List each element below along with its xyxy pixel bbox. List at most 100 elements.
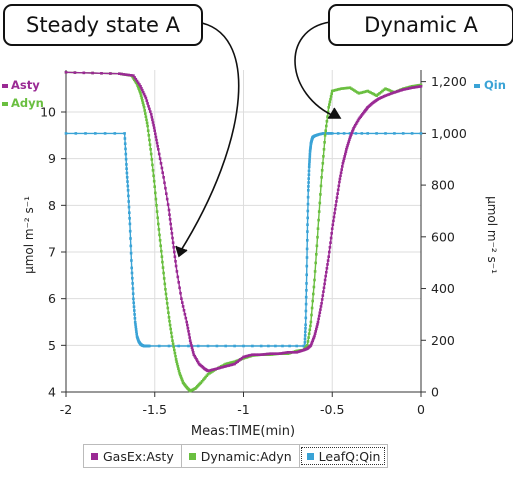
- data-point-qin: [125, 171, 129, 175]
- data-point-qin: [126, 184, 130, 188]
- data-point-asty: [64, 71, 68, 74]
- data-point-asty: [168, 218, 172, 221]
- legend-item-adyn[interactable]: Dynamic:Adyn: [180, 445, 299, 467]
- data-point-qin: [303, 337, 307, 341]
- data-point-asty: [171, 241, 175, 244]
- data-point-asty: [163, 181, 166, 185]
- data-point-asty: [178, 286, 181, 290]
- data-point-adyn: [164, 292, 168, 296]
- legend-bar: GasEx:Asty Dynamic:Adyn LeafQ:Qin: [83, 444, 389, 468]
- data-point-asty: [332, 219, 335, 223]
- data-point-adyn: [387, 88, 390, 92]
- data-point-qin: [308, 163, 311, 166]
- data-point-adyn: [225, 362, 229, 365]
- data-point-asty: [227, 364, 230, 367]
- data-point-adyn: [180, 378, 184, 381]
- data-point-adyn: [322, 148, 326, 151]
- data-point-asty: [156, 144, 159, 148]
- data-point-adyn: [205, 374, 209, 377]
- data-point-asty: [316, 320, 320, 324]
- data-point-adyn: [242, 357, 245, 360]
- data-point-qin: [148, 344, 151, 348]
- data-point-asty: [122, 73, 126, 76]
- data-point-adyn: [165, 297, 168, 300]
- data-point-qin: [130, 266, 133, 270]
- data-point-asty: [158, 157, 162, 160]
- data-point-asty: [165, 197, 169, 201]
- data-point-adyn: [157, 228, 161, 231]
- legend-asty-swatch: [2, 84, 8, 88]
- data-point-qin: [304, 316, 308, 320]
- data-point-asty: [345, 146, 349, 149]
- data-point-adyn: [155, 210, 159, 213]
- data-point-adyn: [158, 239, 162, 242]
- data-point-asty: [279, 352, 282, 355]
- data-point-qin: [135, 332, 138, 336]
- data-point-asty: [419, 85, 423, 88]
- data-point-asty: [153, 129, 156, 132]
- data-point-asty: [188, 339, 192, 342]
- y-right-tick-label: 200: [431, 333, 455, 348]
- data-point-adyn: [168, 323, 172, 327]
- data-point-qin: [304, 323, 307, 327]
- data-point-adyn: [211, 370, 214, 373]
- data-point-asty: [138, 83, 141, 86]
- data-point-qin: [306, 195, 310, 199]
- data-point-asty: [179, 291, 182, 295]
- data-point-asty: [237, 359, 241, 362]
- data-point-qin: [306, 230, 309, 233]
- data-point-adyn: [345, 86, 349, 90]
- data-point-asty: [346, 142, 350, 145]
- data-point-asty: [353, 125, 356, 129]
- x-tick-label: -2: [60, 402, 72, 417]
- data-point-asty: [246, 354, 250, 358]
- data-point-asty: [334, 204, 338, 207]
- data-point-adyn: [317, 210, 321, 213]
- data-point-adyn: [176, 365, 180, 368]
- data-point-adyn: [332, 89, 335, 92]
- data-point-adyn: [139, 94, 143, 97]
- data-point-qin: [308, 152, 312, 156]
- data-point-asty: [208, 369, 211, 372]
- data-point-asty: [155, 138, 158, 142]
- data-point-asty: [394, 90, 398, 94]
- data-point-qin: [342, 132, 346, 135]
- data-point-asty: [324, 274, 327, 278]
- data-point-adyn: [167, 311, 170, 314]
- data-point-qin: [224, 344, 227, 348]
- data-point-asty: [166, 203, 170, 206]
- data-point-asty: [243, 355, 247, 358]
- data-point-asty: [265, 352, 269, 356]
- data-point-adyn: [145, 118, 148, 122]
- data-point-adyn: [309, 320, 313, 324]
- legend-item-qin[interactable]: LeafQ:Qin: [298, 445, 388, 467]
- data-point-adyn: [324, 129, 327, 132]
- data-point-asty: [339, 174, 342, 178]
- data-point-adyn: [338, 87, 341, 91]
- series-qin: [64, 132, 423, 348]
- y-left-tick-label: 6: [48, 291, 56, 306]
- legend-swatch-asty: [91, 452, 98, 460]
- data-point-asty: [292, 351, 296, 354]
- data-point-asty: [262, 353, 266, 356]
- data-point-qin: [215, 344, 219, 348]
- data-point-asty: [312, 336, 316, 339]
- data-point-asty: [319, 308, 322, 311]
- data-point-asty: [332, 215, 336, 219]
- legend-item-asty[interactable]: GasEx:Asty: [84, 445, 181, 467]
- data-point-adyn: [412, 84, 415, 88]
- data-point-asty: [133, 76, 136, 79]
- data-point-asty: [195, 358, 198, 361]
- data-point-adyn: [140, 96, 143, 100]
- data-point-adyn: [149, 148, 152, 151]
- data-point-adyn: [310, 306, 314, 310]
- data-point-qin: [130, 259, 133, 262]
- data-point-asty: [317, 314, 321, 318]
- data-point-asty: [100, 72, 103, 75]
- data-point-adyn: [180, 376, 183, 380]
- data-point-asty: [217, 367, 220, 370]
- data-point-asty: [134, 77, 138, 81]
- data-point-asty: [313, 332, 317, 335]
- data-point-adyn: [167, 316, 171, 319]
- data-point-adyn: [200, 380, 204, 383]
